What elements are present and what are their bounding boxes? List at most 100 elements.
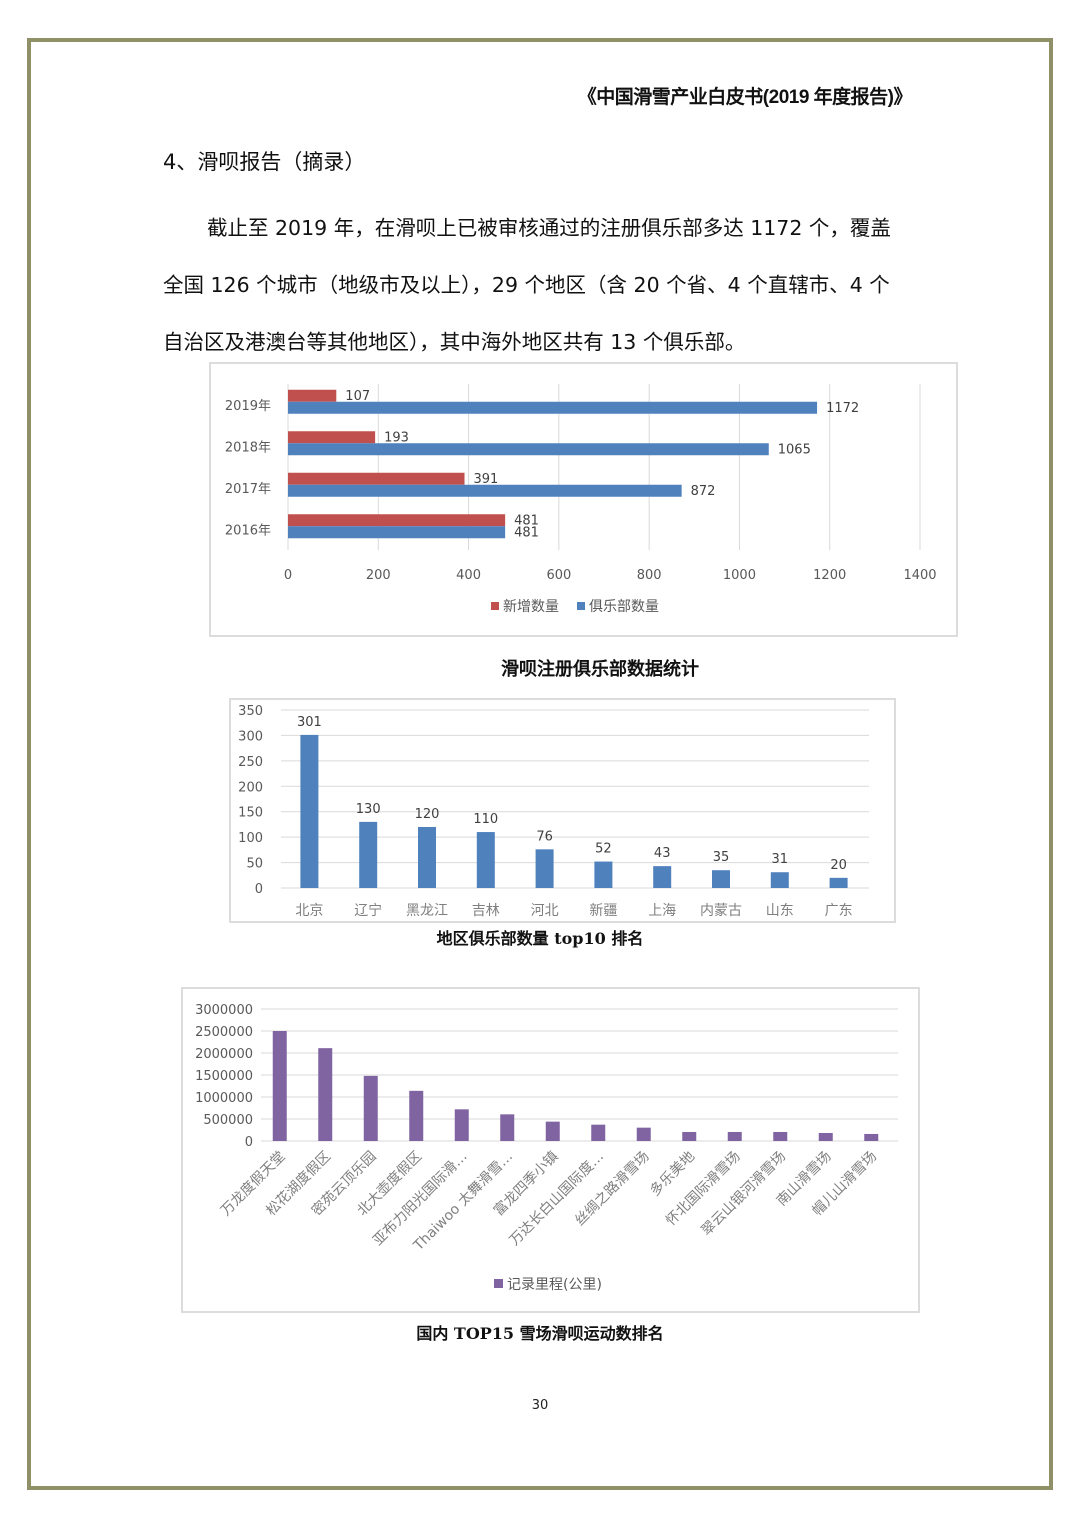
y-tick-label: 0 — [255, 882, 263, 897]
bar — [591, 1124, 606, 1141]
x-category-label: 黑龙江 — [406, 903, 448, 919]
region-top10-chart-plot: 0 50 100 150 200 250 300 350 301 北京 130 辽宁 120 黑龙江 110… — [238, 704, 869, 919]
bar — [829, 877, 848, 888]
x-tick-label: 0 — [284, 568, 292, 583]
x-category-label: 山东 — [766, 903, 794, 919]
x-tick-label: 1000 — [723, 568, 756, 583]
x-tick-label: 800 — [637, 568, 662, 583]
bar — [727, 1131, 742, 1141]
y-category-label: 2017年 — [225, 482, 271, 497]
data-label: 481 — [514, 525, 539, 540]
y-tick-label: 100 — [238, 831, 263, 846]
data-label: 1065 — [778, 442, 811, 457]
data-label: 107 — [345, 389, 370, 404]
y-category-label: 2016年 — [225, 523, 271, 538]
x-category-label: 吉林 — [472, 903, 500, 919]
bar — [712, 870, 730, 888]
x-category-label: 广东 — [825, 903, 853, 919]
bar — [773, 1131, 788, 1141]
legend-label: 新增数量 — [503, 599, 559, 615]
y-tick-label: 0 — [245, 1135, 253, 1150]
bar — [594, 861, 613, 888]
bar — [318, 1048, 333, 1141]
bar — [418, 826, 436, 888]
bar — [476, 832, 495, 888]
x-category-label: 上海 — [648, 903, 676, 919]
chart1-caption: 滑呗注册俱乐部数据统计 — [501, 659, 699, 679]
bar — [545, 1121, 560, 1141]
y-tick-label: 3000000 — [195, 1003, 253, 1018]
club-stats-chart: 0 200 400 600 800 1000 1200 1400 2019年 107 1172 201… — [209, 362, 958, 637]
y-tick-label: 300 — [238, 729, 263, 744]
bar — [682, 1131, 697, 1141]
bar — [636, 1127, 651, 1141]
legend-label: 俱乐部数量 — [589, 599, 659, 615]
x-tick-label: 200 — [366, 568, 391, 583]
bar — [288, 443, 769, 456]
bar — [864, 1133, 879, 1141]
bar — [288, 526, 506, 539]
bar — [272, 1031, 287, 1141]
y-tick-label: 500000 — [203, 1113, 253, 1128]
bar — [288, 389, 337, 402]
bar — [409, 1090, 424, 1141]
data-label: 110 — [473, 812, 498, 827]
y-tick-label: 1000000 — [195, 1091, 253, 1106]
chart2-caption: 地区俱乐部数量 top10 排名 — [436, 929, 644, 948]
data-label: 20 — [830, 858, 847, 873]
data-label: 43 — [654, 846, 671, 861]
bar — [288, 431, 376, 444]
data-label: 120 — [415, 807, 440, 822]
data-label: 130 — [356, 802, 381, 817]
data-label: 481 — [514, 513, 539, 528]
bar — [300, 734, 319, 888]
bar — [288, 401, 818, 414]
resort-ranking-chart: 0 500000 1000000 1500000 2000000 2500000 30000… — [181, 987, 920, 1313]
bar — [288, 472, 465, 485]
data-label: 301 — [297, 715, 322, 730]
data-label: 31 — [772, 852, 789, 867]
resort-ranking-chart-plot: 0 500000 1000000 1500000 2000000 2500000 30000… — [195, 1003, 898, 1293]
legend-swatch — [577, 602, 585, 610]
y-tick-label: 350 — [238, 704, 263, 719]
legend-label: 记录里程(公里) — [507, 1277, 602, 1293]
y-tick-label: 200 — [238, 780, 263, 795]
legend-swatch — [491, 602, 499, 610]
document-header: 《中国滑雪产业白皮书(2019 年度报告)》 — [577, 87, 913, 108]
data-label: 391 — [474, 472, 499, 487]
x-category-label: 翠云山银河滑雪场 — [698, 1148, 789, 1239]
page-number: 30 — [531, 1398, 549, 1413]
club-stats-chart-plot: 0 200 400 600 800 1000 1200 1400 2019年 107 1172 201… — [225, 384, 937, 615]
bar — [500, 1114, 515, 1141]
x-tick-label: 1200 — [813, 568, 846, 583]
y-tick-label: 1500000 — [195, 1069, 253, 1084]
data-label: 872 — [691, 484, 716, 499]
bar — [653, 866, 672, 888]
y-category-label: 2018年 — [225, 440, 271, 455]
data-label: 35 — [713, 850, 730, 865]
data-label: 76 — [536, 829, 553, 844]
y-tick-label: 2000000 — [195, 1047, 253, 1062]
x-category-label: 河北 — [531, 903, 559, 919]
data-label: 193 — [384, 430, 409, 445]
data-label: 1172 — [826, 401, 859, 416]
y-category-label: 2019年 — [225, 399, 271, 414]
y-tick-label: 50 — [246, 857, 263, 872]
bar — [770, 872, 789, 888]
x-category-label: 北京 — [295, 903, 323, 919]
paragraph-line: 截止至 2019 年，在滑呗上已被审核通过的注册俱乐部多达 1172 个，覆盖 — [207, 216, 891, 240]
chart3-caption: 国内 TOP15 雪场滑呗运动数排名 — [416, 1324, 664, 1343]
page-border — [27, 38, 1053, 1490]
paragraph-line: 自治区及港澳台等其他地区），其中海外地区共有 13 个俱乐部。 — [163, 330, 746, 354]
bar — [288, 514, 506, 527]
paragraph-line: 全国 126 个城市（地级市及以上），29 个地区（含 20 个省、4 个直辖市… — [163, 273, 890, 297]
x-tick-label: 400 — [456, 568, 481, 583]
x-category-label: 辽宁 — [354, 902, 382, 919]
y-tick-label: 150 — [238, 806, 263, 821]
bar — [363, 1075, 378, 1141]
body-paragraph: 截止至 2019 年，在滑呗上已被审核通过的注册俱乐部多达 1172 个，覆盖 … — [163, 200, 923, 371]
bar — [454, 1109, 469, 1141]
legend-swatch — [494, 1279, 503, 1288]
y-tick-label: 2500000 — [195, 1025, 253, 1040]
x-category-label: 新疆 — [589, 903, 617, 919]
